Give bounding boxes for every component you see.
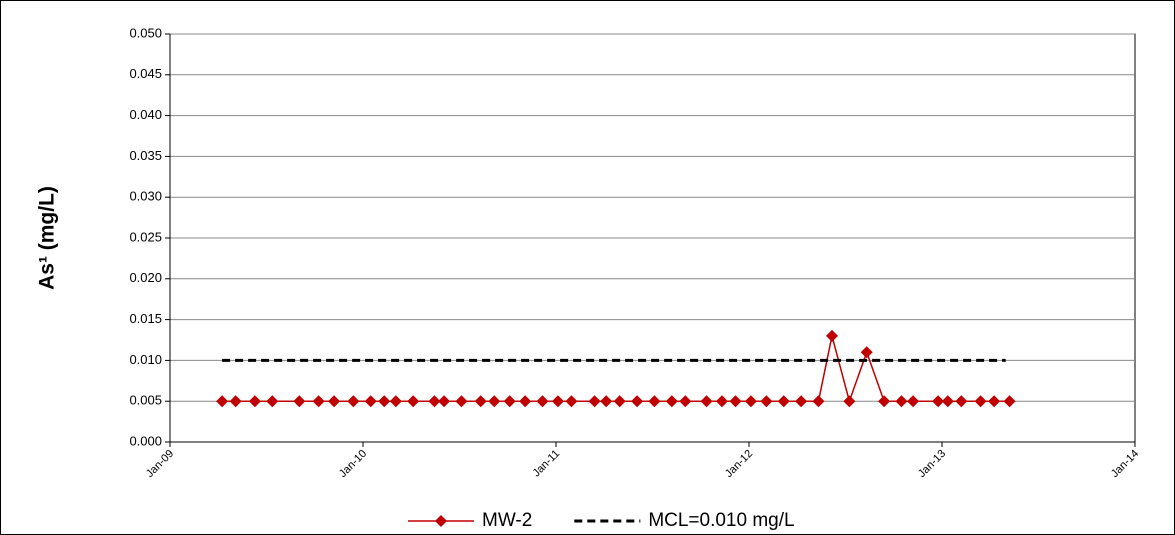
data-point <box>825 329 838 342</box>
legend-label: MW-2 <box>482 510 532 531</box>
data-point <box>600 395 613 408</box>
data-point <box>503 395 516 408</box>
data-point <box>974 395 987 408</box>
data-point <box>266 395 279 408</box>
data-point <box>795 395 808 408</box>
data-point <box>565 395 578 408</box>
data-point <box>364 395 377 408</box>
y-tick-label: 0.035 <box>129 148 162 163</box>
data-point <box>488 395 501 408</box>
data-point <box>328 395 341 408</box>
data-point <box>455 395 468 408</box>
data-point <box>248 395 261 408</box>
data-point <box>932 395 945 408</box>
y-tick-label: 0.000 <box>129 433 162 448</box>
data-point <box>941 395 954 408</box>
data-point <box>700 395 713 408</box>
y-tick-label: 0.005 <box>129 393 162 408</box>
legend-marker <box>435 515 447 527</box>
data-point <box>536 395 549 408</box>
data-point <box>631 395 644 408</box>
data-point <box>438 395 451 408</box>
y-axis-title: As¹ (mg/L) <box>36 186 59 290</box>
data-point <box>744 395 757 408</box>
data-point <box>812 395 825 408</box>
data-point <box>955 395 968 408</box>
data-point <box>407 395 420 408</box>
data-point <box>588 395 601 408</box>
data-point <box>519 395 532 408</box>
y-tick-label: 0.050 <box>129 25 162 40</box>
data-point <box>895 395 908 408</box>
y-tick-label: 0.010 <box>129 352 162 367</box>
data-point <box>293 395 306 408</box>
data-point <box>474 395 487 408</box>
data-point <box>715 395 728 408</box>
data-point <box>843 395 856 408</box>
y-tick-label: 0.040 <box>129 107 162 122</box>
data-point <box>760 395 773 408</box>
data-point <box>229 395 242 408</box>
data-point <box>648 395 661 408</box>
data-point <box>1003 395 1016 408</box>
y-tick-label: 0.015 <box>129 311 162 326</box>
y-tick-label: 0.030 <box>129 189 162 204</box>
data-point <box>679 395 692 408</box>
data-point <box>878 395 891 408</box>
y-tick-label: 0.045 <box>129 66 162 81</box>
data-point <box>428 395 441 408</box>
data-point <box>860 346 873 359</box>
legend-label: MCL=0.010 mg/L <box>648 510 794 531</box>
y-tick-label: 0.025 <box>129 229 162 244</box>
data-point <box>665 395 678 408</box>
data-point <box>312 395 325 408</box>
data-point <box>777 395 790 408</box>
data-point <box>216 395 229 408</box>
data-point <box>551 395 564 408</box>
data-point <box>378 395 391 408</box>
data-point <box>613 395 626 408</box>
data-point <box>347 395 360 408</box>
y-tick-label: 0.020 <box>129 270 162 285</box>
data-point <box>988 395 1001 408</box>
data-point <box>907 395 920 408</box>
data-point <box>729 395 742 408</box>
data-point <box>389 395 402 408</box>
